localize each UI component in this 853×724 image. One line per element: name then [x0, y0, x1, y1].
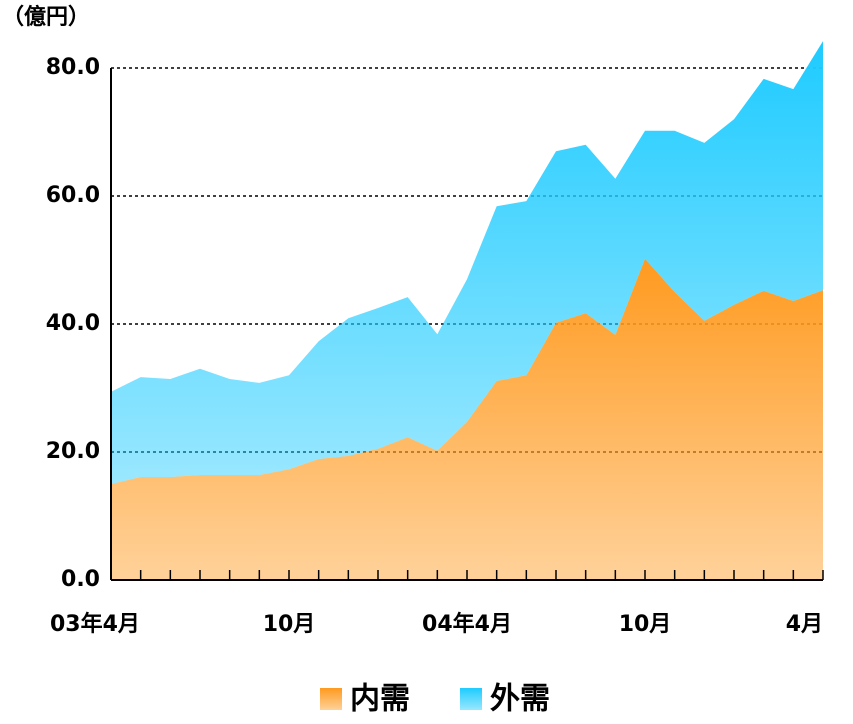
area	[111, 258, 823, 580]
x-tick-label: 4月	[786, 612, 823, 637]
y-tick-label: 0.0	[61, 567, 100, 592]
legend-label: 外需	[490, 682, 550, 717]
x-tick-label: 10月	[263, 612, 316, 637]
y-axis-label: （億円）	[2, 4, 90, 30]
y-tick-label: 40.0	[46, 311, 100, 336]
legend-swatch	[460, 688, 482, 710]
x-tick-label: 04年4月	[422, 611, 512, 637]
legend-swatch	[320, 688, 342, 710]
x-tick-label: 10月	[619, 612, 672, 637]
y-tick-label: 80.0	[46, 55, 100, 80]
y-tick-label: 60.0	[46, 183, 100, 208]
legend-label: 内需	[350, 682, 410, 717]
y-tick-label: 20.0	[46, 439, 100, 464]
area	[111, 41, 823, 485]
x-tick-label: 03年4月	[50, 611, 140, 637]
